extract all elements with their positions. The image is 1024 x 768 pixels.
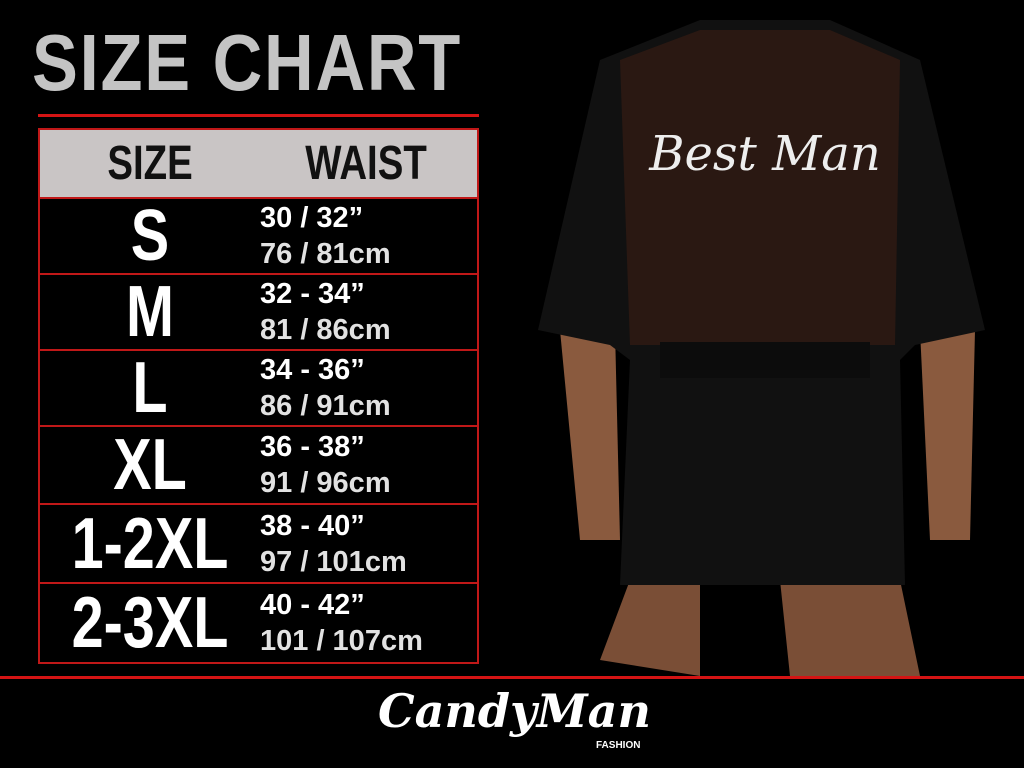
waist-inches: 30 / 32” — [260, 202, 364, 234]
product-photo: Best Man — [538, 0, 985, 676]
size-table: SIZE WAIST S 30 / 32” 76 / 81cm M 32 - 34”… — [38, 128, 479, 664]
table-header: SIZE WAIST — [40, 130, 477, 199]
table-row: 2-3XL 40 - 42” 101 / 107cm — [40, 583, 477, 663]
header-size: SIZE — [107, 137, 193, 190]
title-divider — [38, 114, 479, 117]
waist-cm: 101 / 107cm — [260, 625, 423, 657]
size-label: S — [130, 196, 170, 276]
waist-inches: 40 - 42” — [260, 589, 365, 621]
waist-inches: 38 - 40” — [260, 509, 365, 542]
brand-logo: CandyMan FASHION — [378, 684, 651, 751]
footer-divider — [0, 676, 1024, 679]
header-waist: WAIST — [305, 137, 427, 190]
table-row: S 30 / 32” 76 / 81cm — [40, 196, 477, 276]
page-title: SIZE CHART — [32, 18, 462, 107]
waist-inches: 34 - 36” — [260, 354, 365, 386]
waist-inches: 32 - 34” — [260, 278, 365, 310]
brand-sub: FASHION — [596, 740, 641, 751]
back-print-text: Best Man — [648, 126, 881, 182]
brand-name: CandyMan — [378, 684, 651, 738]
table-row: XL 36 - 38” 91 / 96cm — [40, 425, 477, 505]
waist-cm: 76 / 81cm — [260, 238, 391, 270]
size-label: 1-2XL — [71, 503, 229, 584]
waist-cm: 97 / 101cm — [260, 545, 407, 578]
waist-inches: 36 - 38” — [260, 431, 365, 463]
waist-value: 34 - 36” 86 / 91cm — [260, 352, 391, 424]
waist-value: 32 - 34” 81 / 86cm — [260, 276, 391, 348]
waist-value: 40 - 42” 101 / 107cm — [260, 587, 423, 659]
waist-value: 36 - 38” 91 / 96cm — [260, 429, 391, 501]
table-row: 1-2XL 38 - 40” 97 / 101cm — [40, 503, 477, 584]
waist-value: 38 - 40” 97 / 101cm — [260, 508, 407, 580]
table-row: M 32 - 34” 81 / 86cm — [40, 272, 477, 352]
size-label: 2-3XL — [71, 583, 229, 663]
size-label: L — [132, 348, 168, 428]
size-label: XL — [113, 425, 187, 505]
waist-value: 30 / 32” 76 / 81cm — [260, 200, 391, 272]
waist-cm: 81 / 86cm — [260, 314, 391, 346]
waist-cm: 86 / 91cm — [260, 390, 391, 422]
size-label: M — [126, 272, 174, 352]
table-row: L 34 - 36” 86 / 91cm — [40, 348, 477, 428]
waist-cm: 91 / 96cm — [260, 467, 391, 499]
